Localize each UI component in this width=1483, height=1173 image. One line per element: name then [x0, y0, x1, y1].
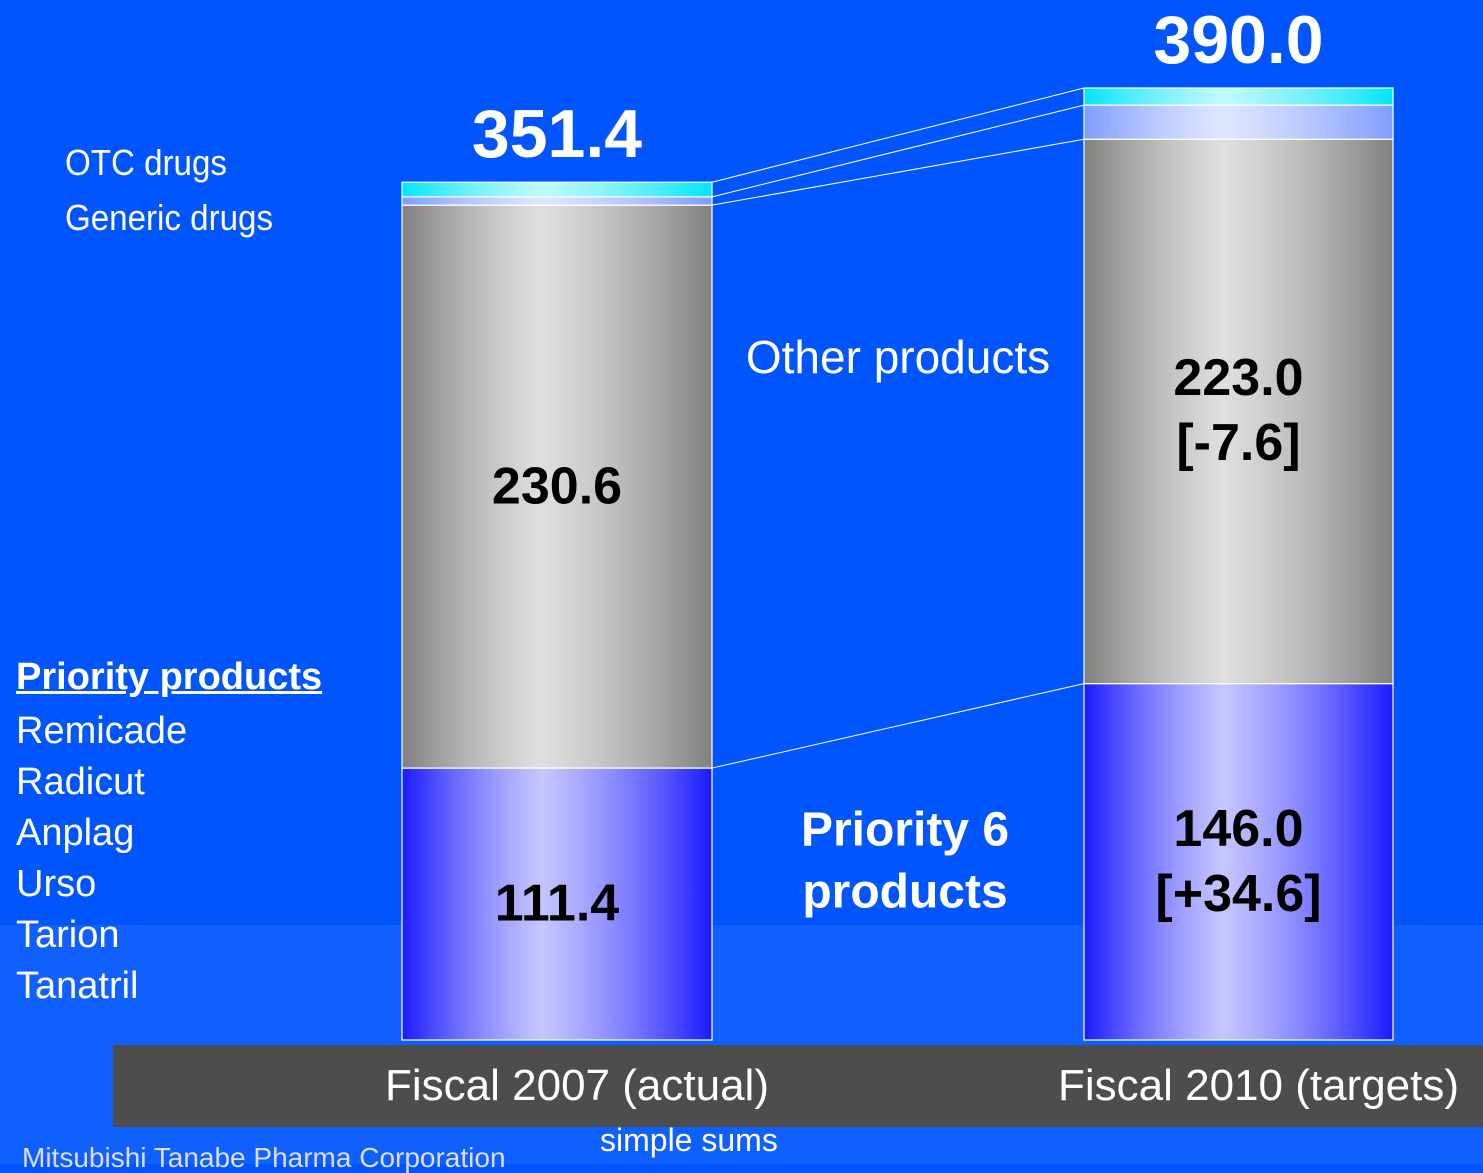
change-text: [-7.6]	[1176, 414, 1301, 473]
category-band	[113, 1045, 1483, 1127]
value-text: 146.0	[1173, 799, 1304, 858]
x-tick-label: Fiscal 2010 (targets)	[1057, 1061, 1460, 1110]
priority-item: Tanatril	[16, 965, 139, 1007]
series-name: Priority 6 products	[800, 803, 1010, 919]
x-tick-label: Fiscal 2007 (actual)	[385, 1061, 769, 1110]
series-name: Other products	[745, 331, 1051, 383]
value-text: 111.4	[494, 874, 620, 933]
total-label: 390.0	[1153, 2, 1324, 78]
bar-segment	[401, 204, 713, 769]
priority-item: Tarion	[16, 914, 120, 956]
bar-segment	[401, 181, 713, 198]
bar-segment	[1083, 683, 1394, 1041]
value-label: 146.0 [+34.6]	[1155, 797, 1321, 927]
total-label: 351.4	[471, 96, 643, 173]
connector	[711, 683, 1085, 769]
footer: Mitsubishi Tanabe Pharma Corporation	[22, 1142, 506, 1173]
value-text: 223.0	[1173, 349, 1304, 408]
bar-segment	[401, 196, 713, 206]
change-text: [+34.6]	[1155, 864, 1322, 923]
connector	[711, 87, 1085, 183]
value-label: 230.6	[492, 454, 622, 519]
priority-list-title: Priority products	[16, 656, 323, 698]
series-name: OTC drugs	[65, 142, 227, 183]
priority-item: Remicade	[16, 710, 188, 752]
value-text: 230.6	[491, 457, 623, 516]
series-name: Generic drugs	[65, 197, 274, 238]
connector	[711, 104, 1085, 198]
bar-segment	[1083, 138, 1394, 685]
priority-item: Radicut	[16, 761, 145, 803]
priority-item: Anplag	[16, 812, 135, 854]
bar-segment	[1083, 104, 1394, 140]
value-label: 111.4	[495, 872, 619, 937]
bar-segment	[401, 767, 713, 1041]
value-label: 223.0 [-7.6]	[1173, 346, 1303, 476]
priority-item: Urso	[16, 863, 97, 905]
connector	[711, 138, 1085, 206]
note: simple sums	[600, 1122, 778, 1158]
bar-segment	[1083, 87, 1394, 106]
